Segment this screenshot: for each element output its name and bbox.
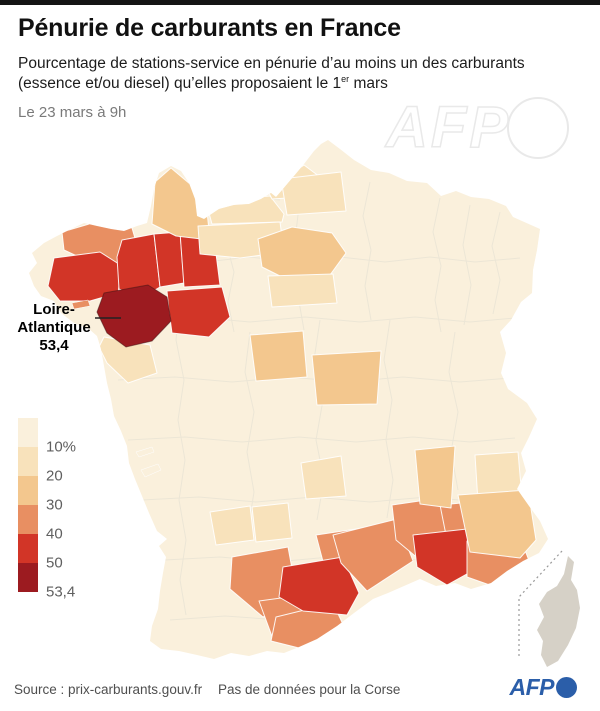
map-region-cher-nievre (311, 350, 382, 406)
date-label: Le 23 mars à 9h (18, 104, 127, 121)
map-region-drome (414, 445, 456, 509)
map-region-ile-de-france (257, 226, 347, 282)
annotation-region-value: 53,4 (39, 337, 69, 354)
map-region-calvados (205, 195, 285, 225)
map-region-loir-et-cher-indre (249, 330, 308, 382)
map-region-ile-de-re (135, 446, 155, 458)
map-region-loire-atlantique (96, 284, 172, 348)
legend-swatch-0 (18, 418, 38, 447)
legend-label-3: 40 (46, 525, 63, 543)
source-label: Source : prix-carburants.gouv.fr (14, 682, 203, 697)
legend-swatch-5 (18, 563, 38, 592)
legend-swatch-1 (18, 447, 38, 476)
afp-logo-circle-icon (556, 677, 577, 698)
subtitle: Pourcentage de stations-service en pénur… (18, 54, 586, 95)
afp-watermark: AFP (385, 94, 569, 161)
top-accent-bar (0, 0, 600, 5)
map-region-belle-ile (71, 299, 91, 310)
subtitle-text: Pourcentage de stations-service en pénur… (18, 55, 525, 93)
legend-label-5: 53,4 (46, 583, 76, 601)
annotation-region-name-line1: Loire- (33, 301, 75, 318)
corsica-note: Pas de données pour la Corse (218, 682, 401, 697)
map-region-correze (209, 505, 255, 546)
legend-label-4: 50 (46, 554, 63, 572)
legend-color-bar (18, 418, 38, 592)
map-region-ile-oleron (140, 463, 162, 478)
legend-label-0: 10% (46, 438, 77, 456)
map-region-bouches-du-rhone (412, 528, 484, 586)
map-region-picardie (280, 171, 347, 216)
afp-logo-text: AFP (509, 674, 555, 700)
page-title: Pénurie de carburants en France (18, 14, 401, 42)
map-region-tarn-et-garonne (251, 502, 293, 543)
corsica-shape (537, 556, 580, 667)
legend-swatch-4 (18, 534, 38, 563)
legend-swatch-3 (18, 505, 38, 534)
map-region-beauce (267, 273, 338, 308)
legend-label-2: 30 (46, 496, 63, 514)
subtitle-text-end: mars (349, 75, 388, 93)
legend-swatch-2 (18, 476, 38, 505)
legend: 10% 20 30 40 50 53,4 (18, 418, 108, 603)
afp-watermark-circle-icon (507, 96, 569, 159)
afp-watermark-text: AFP (385, 94, 511, 161)
legend-label-1: 20 (46, 467, 63, 485)
region-annotation: Loire- Atlantique 53,4 (8, 301, 100, 355)
annotation-region-name-line2: Atlantique (17, 319, 91, 336)
map-region-alpes-haute-provence (457, 489, 537, 559)
subtitle-superscript: er (341, 74, 350, 85)
map-region-aveyron (300, 455, 347, 500)
afp-logo: AFP (509, 674, 577, 701)
corsica-divider-line (518, 550, 563, 659)
map-region-herault (332, 518, 414, 592)
